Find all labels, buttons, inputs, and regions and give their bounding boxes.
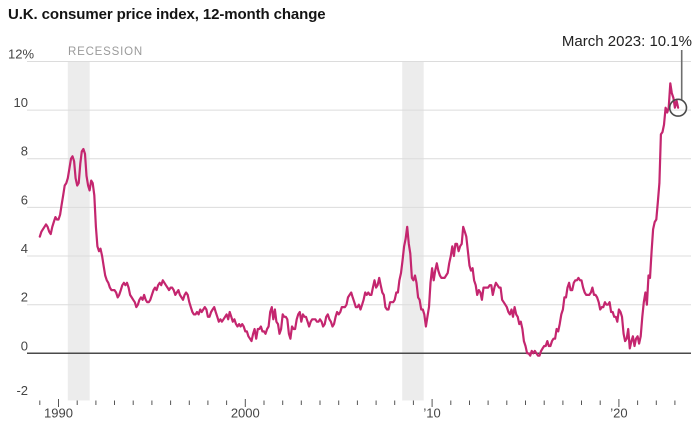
recession-label: RECESSION	[68, 46, 143, 58]
x-axis-tick-label: 2000	[231, 406, 260, 421]
x-axis-tick-label: ’20	[610, 406, 627, 421]
annotation-label: March 2023: 10.1%	[561, 33, 692, 50]
endpoint-circle	[668, 98, 688, 117]
x-axis-tick-label: ’10	[423, 406, 440, 421]
cpi-series-line	[38, 82, 680, 357]
y-axis-tick-label: 8	[21, 144, 28, 159]
y-axis-tick-label: -2	[16, 383, 28, 398]
y-axis-tick-label: 4	[21, 241, 28, 256]
y-axis-tick-label: 12%	[8, 47, 34, 62]
recession-band	[67, 61, 90, 401]
x-axis-tick-label: 1990	[44, 406, 73, 421]
chart-title: U.K. consumer price index, 12-month chan…	[8, 6, 326, 23]
y-axis-tick-label: 6	[21, 192, 28, 207]
y-axis-tick-label: 0	[21, 338, 28, 353]
y-axis-tick-label: 2	[21, 290, 28, 305]
recession-band	[402, 61, 424, 401]
y-axis-tick-label: 10	[14, 95, 28, 110]
